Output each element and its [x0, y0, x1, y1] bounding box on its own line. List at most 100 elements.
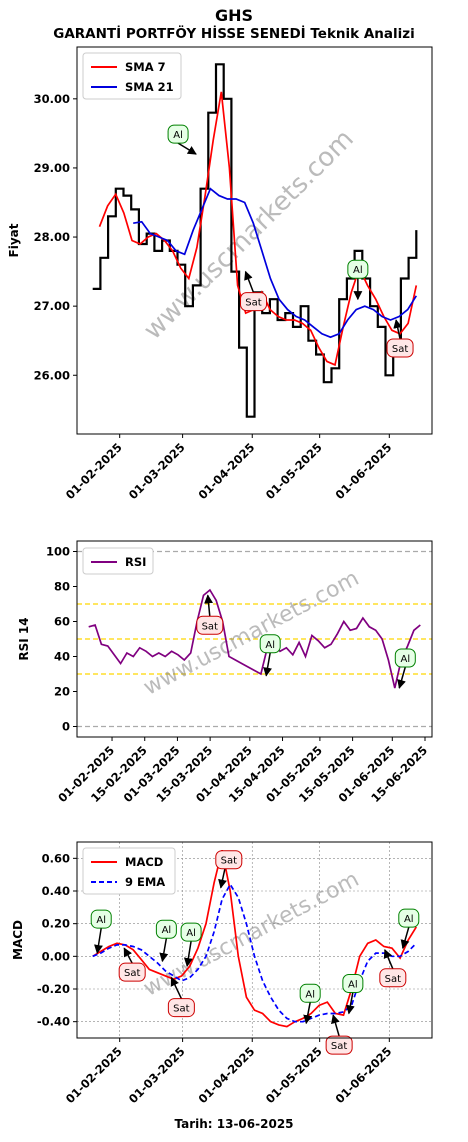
sell-signal-label: Sat: [245, 298, 261, 309]
y-tick-label: 0.60: [42, 851, 70, 865]
y-tick-label: 20: [54, 685, 70, 699]
buy-signal-box: [90, 909, 112, 929]
y-tick-label: 0: [62, 720, 70, 734]
x-tick-label: 01-03-2025: [126, 440, 188, 502]
price-chart: www.uscmarkets.comAlSatAlSat26.0027.0028…: [7, 46, 433, 502]
sell-signal-label: Sat: [173, 1004, 189, 1015]
buy-signal-box: [394, 648, 416, 668]
y-tick-label: 100: [46, 545, 70, 559]
series-sma-21: [133, 187, 418, 339]
signal-arrow: [263, 652, 272, 677]
y-tick-label: -0.40: [37, 1015, 70, 1029]
buy-signal-label: Al: [404, 914, 414, 925]
signal-arrow: [400, 926, 410, 950]
plot-frame: [76, 540, 433, 738]
legend-label: SMA 21: [125, 80, 174, 94]
sell-signal-box: [325, 1035, 353, 1055]
buy-signal-box: [347, 259, 369, 279]
sell-signal-label: Sat: [124, 968, 140, 979]
buy-signal-box: [180, 922, 202, 942]
watermark: www.uscmarkets.com: [140, 566, 364, 701]
buy-signal-box: [342, 974, 364, 993]
x-tick-label: 01-04-2025: [195, 440, 257, 502]
y-tick-label: 0.20: [42, 917, 70, 931]
signal-arrow: [183, 941, 193, 968]
y-axis-label: RSI 14: [17, 617, 31, 660]
buy-signal-box: [155, 919, 177, 939]
buy-signal-label: Al: [96, 915, 106, 926]
sell-signal-box: [118, 962, 146, 982]
y-axis-label: Fiyat: [7, 223, 21, 257]
signal-arrow: [393, 319, 403, 340]
buy-signal-box: [398, 908, 420, 928]
x-tick-label: 01-04-2025: [195, 1044, 257, 1106]
sell-signal-label: Sat: [392, 344, 408, 355]
y-tick-label: 26.00: [34, 368, 70, 382]
x-tick-label: 01-05-2025: [263, 440, 325, 502]
macd-chart: www.uscmarkets.comAlSatAlSatAlSatAlSatAl…: [11, 841, 433, 1106]
signal-arrow: [177, 142, 197, 155]
legend-label: 9 EMA: [125, 875, 165, 889]
chart-title: GHS: [214, 6, 254, 25]
plot-frame: [76, 841, 433, 1039]
sell-signal-label: Sat: [202, 621, 218, 632]
buy-signal-box: [167, 124, 189, 144]
legend-label: MACD: [125, 855, 163, 869]
signal-arrow: [244, 270, 255, 293]
buy-signal-label: Al: [162, 925, 172, 936]
buy-signal-box: [259, 634, 281, 654]
signal-arrow: [345, 992, 355, 1015]
y-tick-label: 28.00: [34, 230, 70, 244]
x-tick-label: 01-02-2025: [63, 1044, 125, 1106]
legend-box: [82, 847, 176, 895]
buy-signal-label: Al: [305, 989, 315, 1000]
sell-signal-box: [167, 998, 195, 1018]
series-9-ema: [92, 882, 417, 1023]
legend-box: [82, 547, 154, 575]
y-tick-label: 0.40: [42, 884, 70, 898]
buy-signal-label: Al: [400, 654, 410, 665]
signal-arrow: [94, 927, 103, 954]
sell-signal-label: Sat: [331, 1041, 347, 1052]
signal-arrow: [331, 1014, 340, 1037]
signal-arrow: [383, 948, 394, 970]
signal-arrow: [159, 938, 169, 963]
y-tick-label: -0.20: [37, 982, 70, 996]
buy-signal-label: Al: [265, 640, 275, 651]
series-macd: [92, 849, 418, 1028]
chart-subtitle: GARANTİ PORTFÖY HİSSE SENEDİ Teknik Anal…: [53, 26, 415, 42]
legend-label: SMA 7: [125, 60, 166, 74]
x-tick-label: 01-06-2025: [333, 440, 395, 502]
rsi-chart: www.uscmarkets.comSatAlAl02040608010001-…: [17, 540, 433, 805]
buy-signal-label: Al: [348, 980, 358, 991]
x-tick-label: 01-03-2025: [126, 1044, 188, 1106]
x-tick-label: 01-05-2025: [263, 1044, 325, 1106]
y-tick-label: 40: [54, 650, 70, 664]
plot-frame: [76, 46, 433, 435]
sell-signal-box: [379, 968, 407, 988]
signal-arrow: [123, 947, 133, 964]
sell-signal-box: [196, 615, 224, 635]
y-tick-label: 80: [54, 580, 70, 594]
signal-arrow: [204, 594, 214, 617]
legend-label: RSI: [125, 555, 146, 569]
sell-signal-box: [240, 292, 268, 312]
sell-signal-box: [215, 850, 243, 870]
sell-signal-box: [386, 338, 414, 358]
x-tick-label: 01-02-2025: [63, 440, 125, 502]
y-axis-label: MACD: [11, 920, 25, 960]
y-tick-label: 29.00: [34, 161, 70, 175]
y-tick-label: 30.00: [34, 92, 70, 106]
signal-arrow: [397, 666, 407, 689]
buy-signal-label: Al: [186, 928, 196, 939]
y-tick-label: 27.00: [34, 299, 70, 313]
signal-arrow: [303, 1002, 313, 1025]
y-tick-label: 0.00: [42, 949, 70, 963]
series-rsi: [88, 588, 421, 689]
buy-signal-label: Al: [353, 265, 363, 276]
sell-signal-label: Sat: [385, 974, 401, 985]
date-label: Tarih: 13-06-2025: [174, 1117, 294, 1131]
buy-signal-label: Al: [173, 130, 183, 141]
signal-arrow: [170, 976, 183, 999]
